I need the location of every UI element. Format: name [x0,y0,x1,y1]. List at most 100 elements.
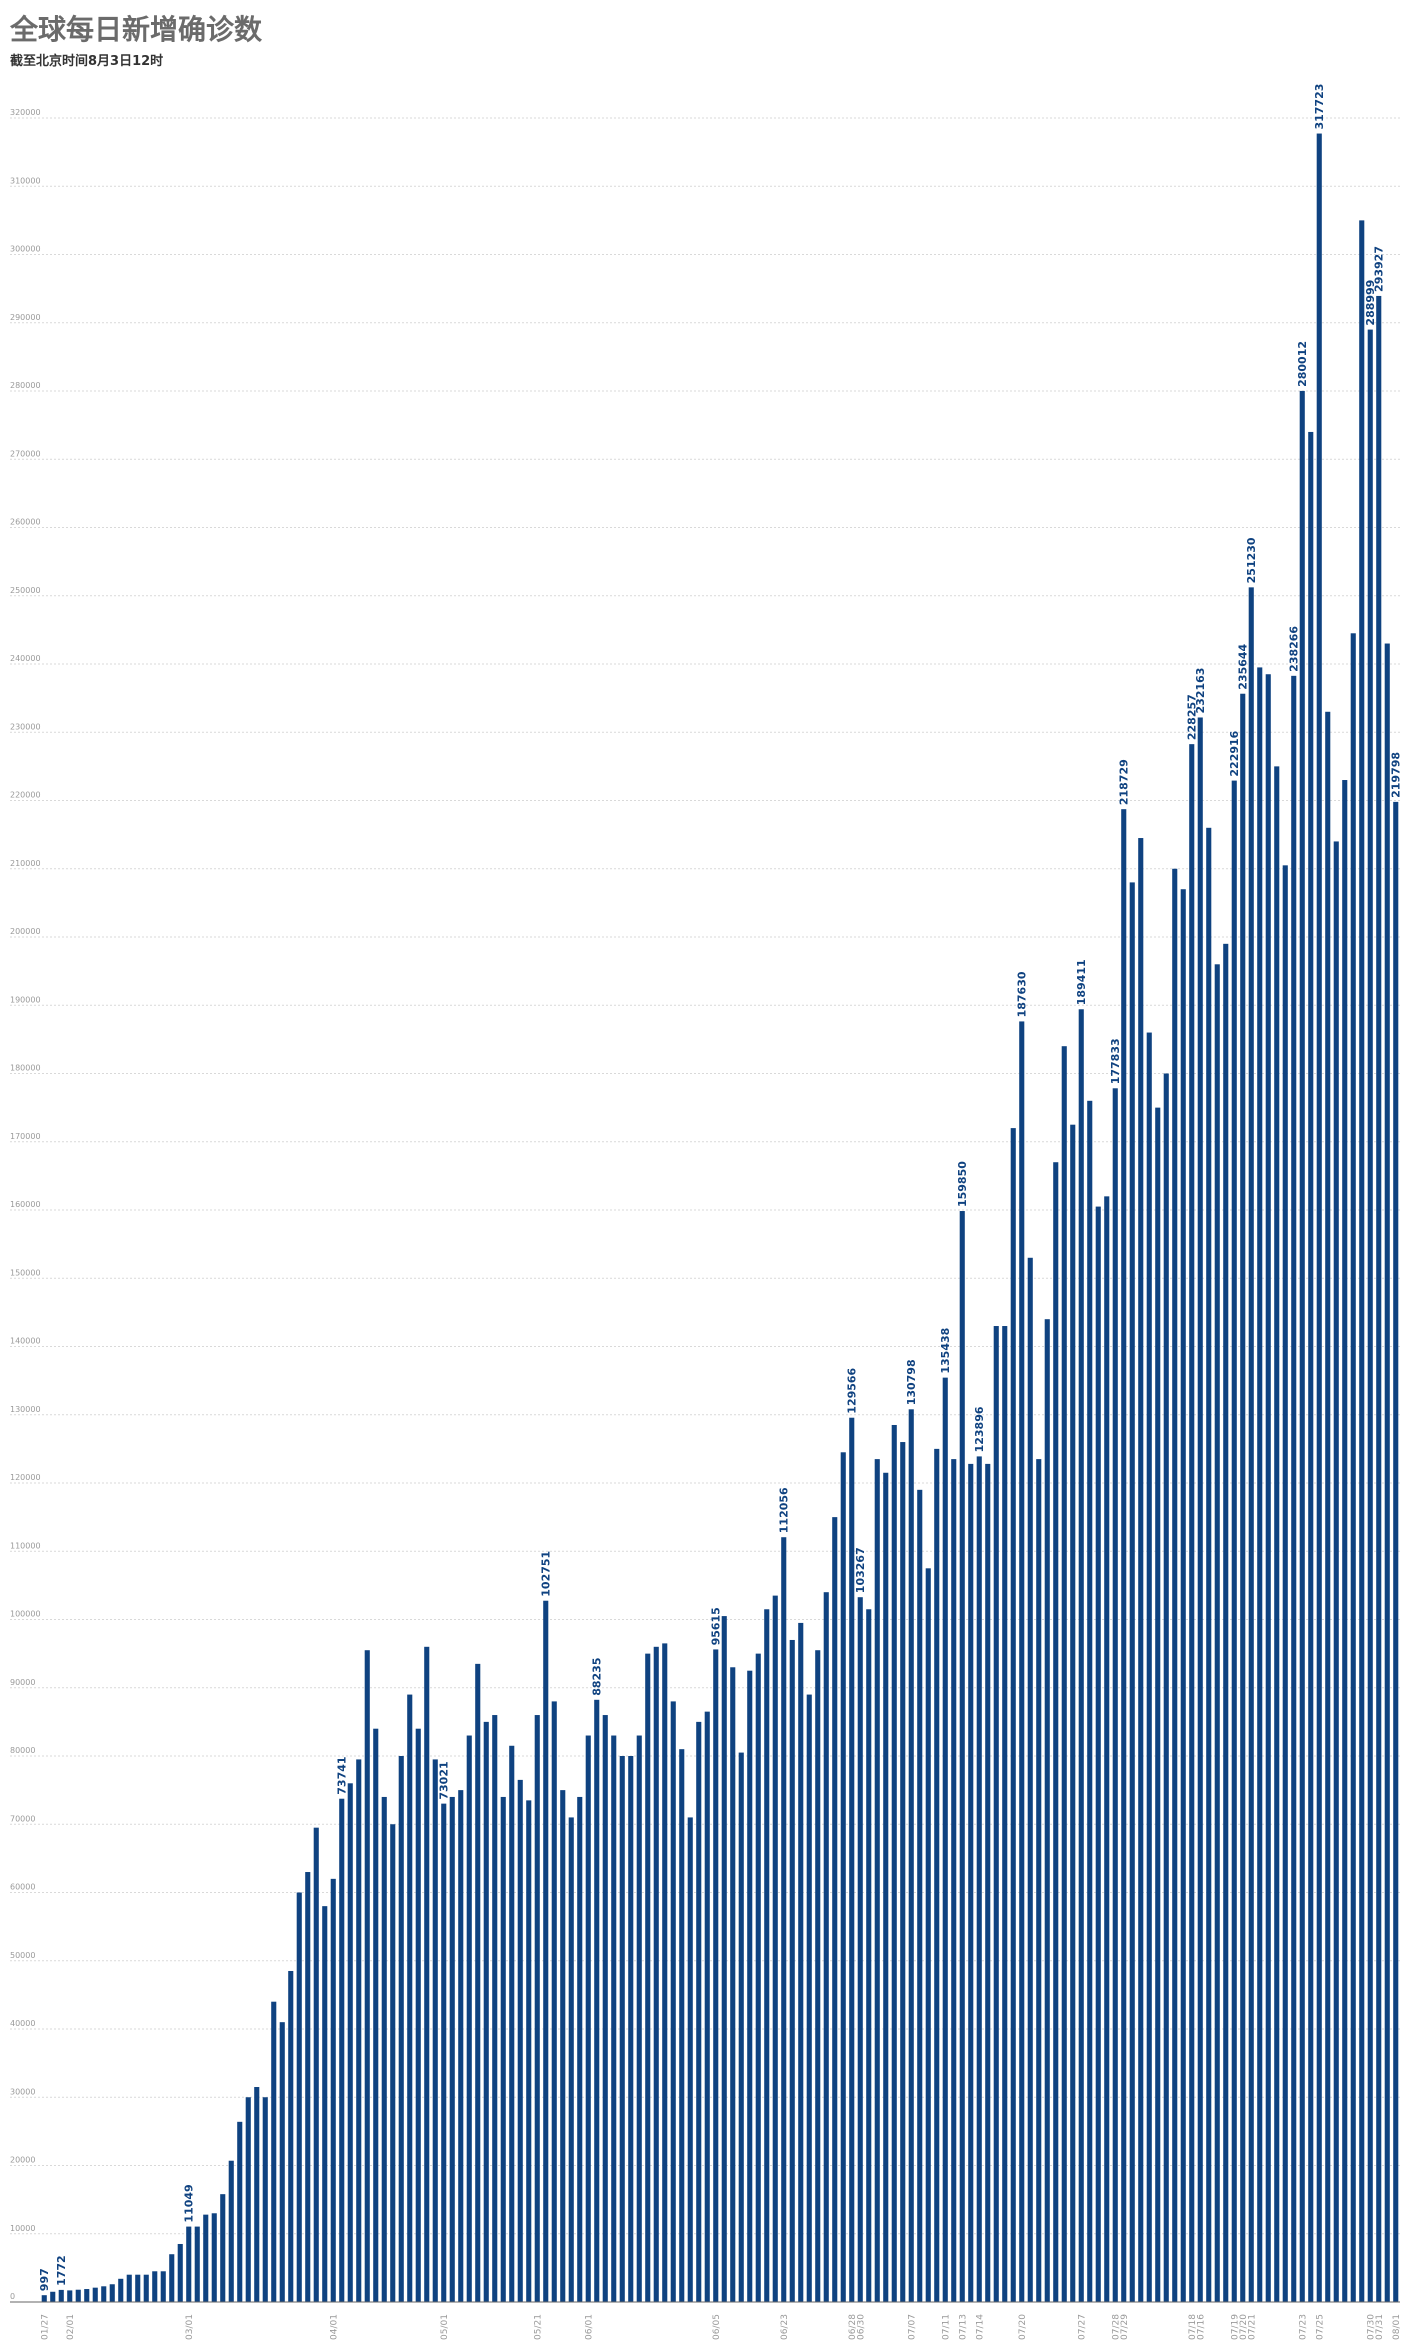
data-label: 218729 [1118,759,1131,805]
bar [951,1459,957,2302]
bar [696,1721,702,2302]
bar [866,1609,872,2302]
data-label: 130798 [905,1359,918,1405]
y-tick-label: 130000 [10,1405,41,1414]
bar [1129,882,1135,2302]
bar [1070,1124,1076,2302]
data-label: 103267 [854,1547,867,1593]
bar [1248,587,1254,2302]
bar [611,1735,617,2302]
y-tick-label: 50000 [10,1951,35,1960]
bar [169,2254,175,2302]
bar [101,2286,107,2302]
x-tick-label: 03/01 [185,2314,195,2340]
chart-title: 全球每日新增确诊数 [10,13,263,46]
data-label: 189411 [1075,959,1088,1005]
bar [237,2121,243,2302]
y-tick-label: 270000 [10,449,41,458]
bar [271,2001,277,2302]
bar [917,1489,923,2302]
bar [1299,390,1305,2302]
bar [58,2289,64,2302]
bar [407,1694,413,2302]
bar [1342,780,1348,2302]
bar [415,1728,421,2302]
bar [254,2087,260,2302]
x-tick-label: 05/21 [533,2314,543,2340]
y-tick-label: 20000 [10,2156,35,2165]
data-label: 135438 [939,1328,952,1374]
y-tick-label: 290000 [10,313,41,322]
y-tick-label: 60000 [10,1883,35,1892]
y-tick-label: 0 [10,2292,15,2301]
bar [1223,943,1229,2303]
bar [653,1646,659,2302]
bar [755,1653,761,2302]
bar [492,1715,498,2302]
bar [730,1667,736,2302]
x-tick-label: 06/28 [848,2314,858,2340]
data-label: 1772 [55,2255,68,2286]
data-label: 232163 [1194,668,1207,714]
bar [262,2097,268,2302]
bar [313,1827,319,2302]
bar [398,1756,404,2302]
x-tick-label: 07/31 [1375,2314,1385,2340]
x-tick-label: 07/18 [1188,2314,1198,2340]
bar [636,1735,642,2302]
bar [322,1906,328,2302]
x-tick-label: 01/27 [40,2314,50,2340]
bar [1044,1319,1050,2302]
x-tick-label: 07/07 [907,2314,917,2340]
bar [1308,431,1314,2303]
bar [152,2271,158,2302]
bar [772,1595,778,2302]
bar [279,2022,285,2302]
bar [789,1639,795,2302]
bar [305,1872,311,2302]
bar [92,2287,98,2302]
data-label: 317723 [1313,84,1326,130]
bar [985,1463,991,2302]
x-tick-label: 07/25 [1315,2314,1325,2340]
bar [186,2226,192,2302]
y-tick-label: 200000 [10,927,41,936]
bar [1376,295,1382,2302]
bar [849,1417,855,2302]
bar [339,1798,345,2302]
bar [976,1456,982,2302]
y-tick-label: 90000 [10,1678,35,1687]
bar [1095,1206,1101,2302]
bar [203,2214,209,2302]
bar [50,2291,56,2302]
bar [874,1459,880,2302]
bar [424,1646,430,2302]
bar [840,1452,846,2302]
bar [1180,889,1186,2302]
y-tick-label: 30000 [10,2087,35,2096]
x-tick-label: 07/27 [1077,2314,1087,2340]
bar [177,2243,183,2302]
bar [483,1721,489,2302]
bar [432,1759,438,2302]
bar [347,1783,353,2302]
x-tick-label: 07/11 [941,2314,951,2340]
bar [1231,780,1237,2302]
data-label: 11049 [183,2184,196,2222]
y-tick-label: 160000 [10,1200,41,1209]
bar [798,1622,804,2302]
bar [75,2289,81,2302]
bar [857,1597,863,2302]
x-tick-label: 04/01 [329,2314,339,2340]
bar [109,2284,115,2302]
x-tick-label: 07/29 [1120,2314,1130,2340]
y-tick-label: 230000 [10,722,41,731]
bar [509,1745,515,2302]
bar [194,2226,200,2302]
bar [330,1878,336,2302]
bar [823,1592,829,2302]
data-label: 997 [38,2268,51,2291]
bar [160,2271,166,2302]
bar [1172,868,1178,2302]
bar [1257,667,1263,2302]
